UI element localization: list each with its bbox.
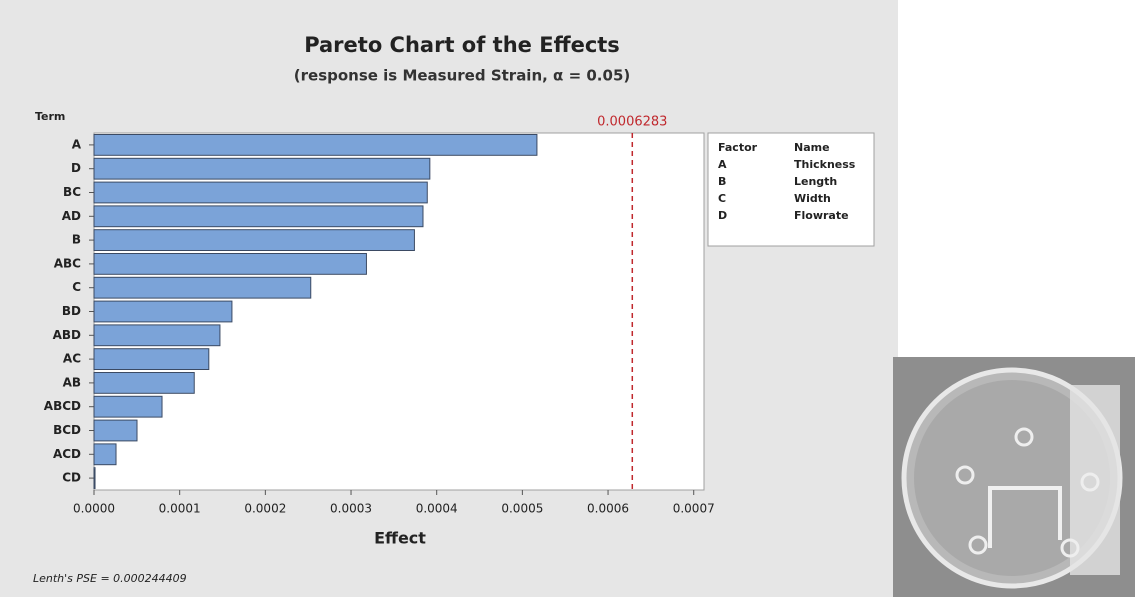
bar [93, 395, 163, 418]
y-tick-label: ABCD [44, 399, 81, 413]
bar [93, 276, 312, 299]
bar [93, 205, 424, 228]
bar [93, 443, 117, 466]
y-tick-label: BCD [53, 423, 81, 437]
bar [93, 253, 367, 275]
bar [93, 324, 221, 347]
x-tick-label: 0.0006 [587, 502, 629, 516]
legend-cell: Length [794, 175, 837, 188]
x-tick-label: 0.0003 [330, 502, 372, 516]
chart-subtitle: (response is Measured Strain, α = 0.05) [294, 67, 630, 85]
bar [93, 372, 195, 394]
x-tick-label: 0.0005 [501, 502, 543, 516]
chart-title: Pareto Chart of the Effects [304, 33, 620, 57]
y-tick-label: A [72, 137, 82, 151]
bar [93, 229, 415, 251]
x-tick-label: 0.0000 [73, 502, 115, 516]
y-tick-label: B [72, 233, 81, 247]
factor-legend [707, 132, 875, 247]
bar [93, 181, 428, 204]
y-tick-label: BC [63, 185, 81, 199]
y-tick-label: ABD [53, 328, 81, 342]
x-tick-label: 0.0004 [416, 502, 458, 516]
y-tick-label: AC [63, 352, 81, 366]
bar [93, 134, 538, 156]
x-tick-label: 0.0002 [244, 502, 286, 516]
y-axis-label: Term [35, 110, 65, 123]
y-tick-label: AB [63, 375, 81, 389]
y-tick-label: BD [62, 304, 81, 318]
legend-cell: C [718, 192, 726, 205]
legend-cell: Width [794, 192, 831, 205]
bar [93, 157, 431, 180]
legend-cell: B [718, 175, 726, 188]
x-axis-label: Effect [374, 529, 426, 548]
x-tick-label: 0.0007 [673, 502, 715, 516]
legend-cell: A [718, 158, 727, 171]
y-tick-label: ABC [54, 256, 81, 270]
y-tick-label: ACD [53, 447, 81, 461]
reference-label: 0.0006283 [597, 115, 667, 130]
legend-header: Factor [718, 141, 758, 154]
legend-cell: D [718, 209, 727, 222]
y-tick-label: AD [62, 209, 81, 223]
legend-cell: Flowrate [794, 209, 849, 222]
y-tick-label: CD [62, 471, 81, 485]
bar [93, 467, 96, 490]
footnote: Lenth's PSE = 0.000244409 [33, 572, 187, 585]
bar [93, 300, 233, 323]
y-tick-label: D [71, 161, 81, 175]
photo [893, 357, 1135, 597]
y-tick-label: C [72, 280, 81, 294]
bar [93, 419, 138, 442]
legend-header: Name [794, 141, 830, 154]
bar [93, 348, 210, 371]
legend-cell: Thickness [794, 158, 856, 171]
x-tick-label: 0.0001 [159, 502, 201, 516]
